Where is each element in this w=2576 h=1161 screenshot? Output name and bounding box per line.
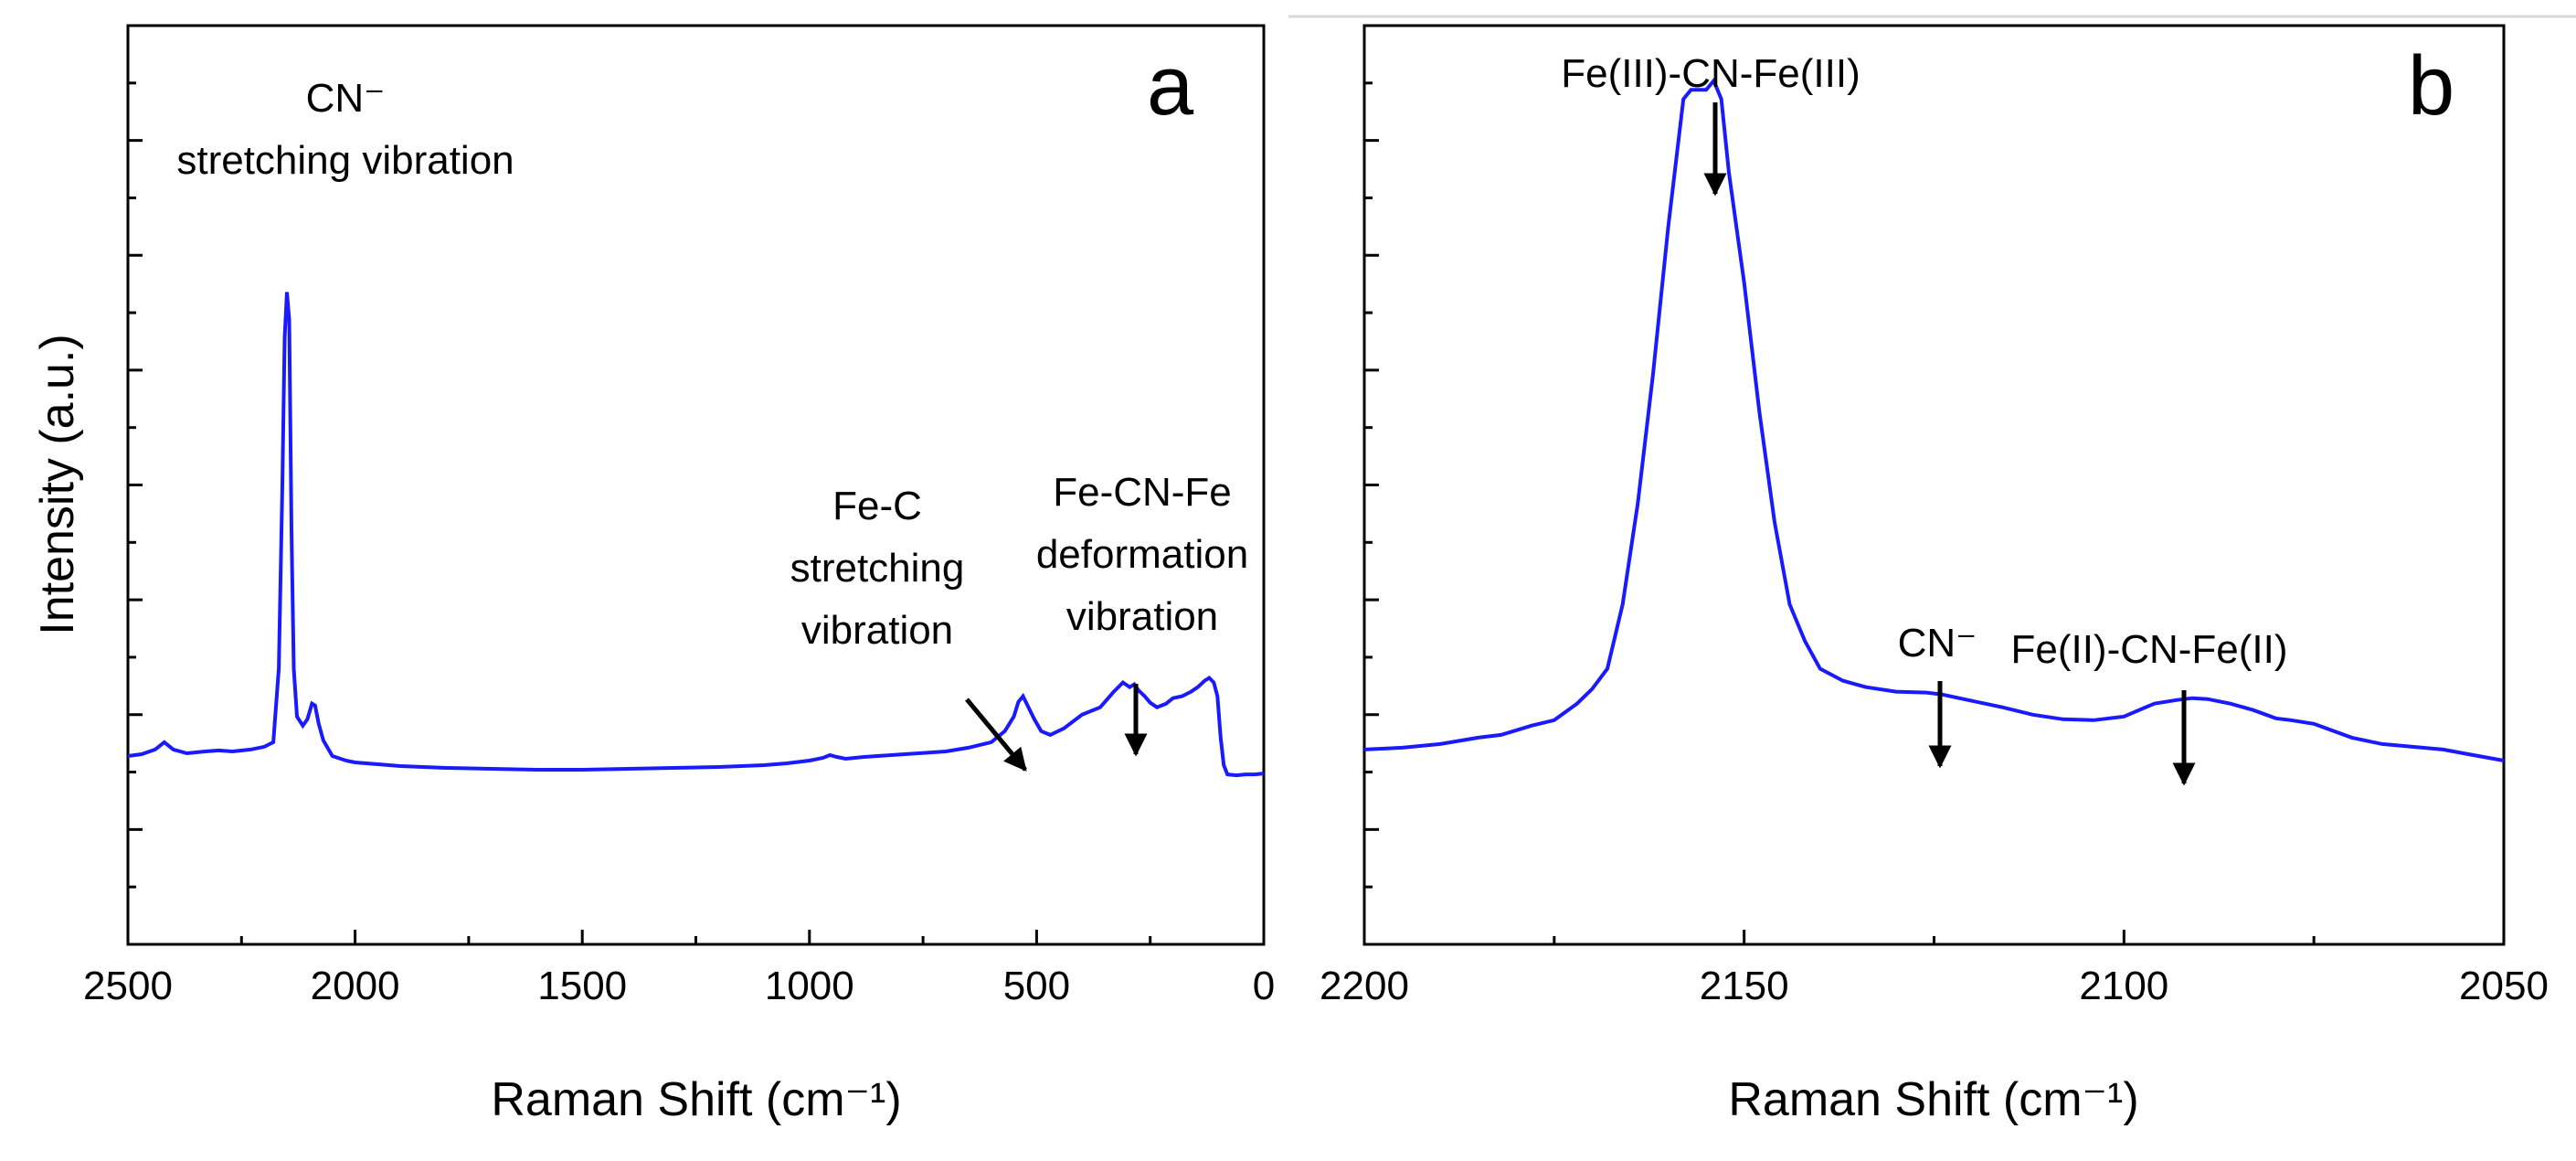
panel-b-x-ticks: 2200 2150 2100 2050 <box>1320 930 2549 1008</box>
panel-b-y-ticks <box>1364 24 1379 946</box>
annot-fe-c-line3: vibration <box>801 608 953 653</box>
x-tick-label: 1000 <box>765 964 854 1008</box>
panel-a-x-ticks: 2500 2000 1500 1000 500 0 <box>83 930 1275 1008</box>
annot-fe3-label: Fe(III)-CN-Fe(III) <box>1561 51 1860 96</box>
x-tick-label: 2050 <box>2459 964 2549 1008</box>
panel-b-x-axis-title: Raman Shift (cm⁻¹) <box>1728 1073 2138 1126</box>
annot-cn-label: CN⁻ <box>1898 621 1977 666</box>
panel-b-spectrum-line <box>1363 77 2505 762</box>
panel-b-frame <box>1362 24 2506 946</box>
panel-a-y-axis-title: Intensity (a.u.) <box>31 334 84 634</box>
x-tick-label: 2000 <box>311 964 400 1008</box>
annot-fe-cn-fe-line1: Fe-CN-Fe <box>1053 470 1232 515</box>
annot-cn-stretch-line1: CN⁻ <box>306 76 386 121</box>
panel-b: 2200 2150 2100 2050 b Fe(III)-CN-Fe(III) CN… <box>1320 24 2549 1126</box>
x-tick-label: 0 <box>1253 964 1275 1008</box>
annot-fe2-label: Fe(II)-CN-Fe(II) <box>2010 627 2287 672</box>
panel-b-letter: b <box>2408 39 2454 133</box>
annot-fe-cn-fe-line2: deformation <box>1036 532 1248 577</box>
panel-a-spectrum-line <box>127 292 1265 778</box>
x-tick-label: 2100 <box>2079 964 2168 1008</box>
x-tick-label: 500 <box>1003 964 1070 1008</box>
x-tick-label: 2200 <box>1320 964 1409 1008</box>
annot-cn-stretch-line2: stretching vibration <box>176 138 514 183</box>
x-tick-label: 2500 <box>83 964 173 1008</box>
panel-a-x-axis-title: Raman Shift (cm⁻¹) <box>491 1073 901 1126</box>
annot-fe-c-line1: Fe-C <box>832 484 922 528</box>
panel-a: 2500 2000 1500 1000 500 0 a CN⁻ stretching vi… <box>31 24 1275 1126</box>
annot-fe-c-arrow <box>965 698 1027 772</box>
panel-a-y-ticks <box>128 24 143 946</box>
x-tick-label: 1500 <box>537 964 627 1008</box>
x-tick-label: 2150 <box>1700 964 1789 1008</box>
panel-a-letter: a <box>1147 39 1194 133</box>
annot-fe-cn-fe-line3: vibration <box>1066 594 1218 639</box>
annot-fe-c-line2: stretching <box>790 546 965 591</box>
